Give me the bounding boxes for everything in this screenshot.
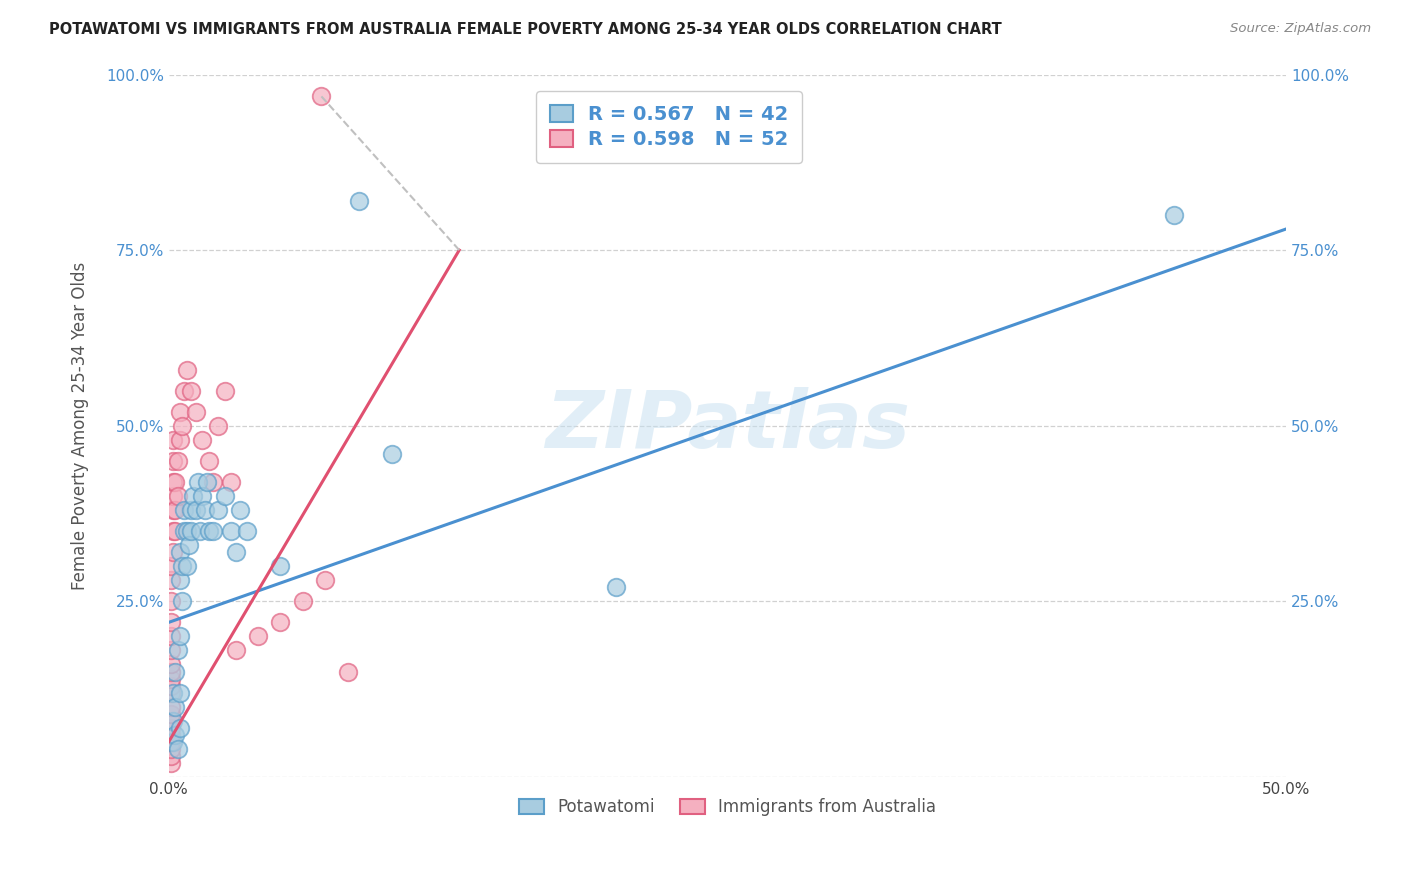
- Point: [176, 559, 198, 574]
- Point: [165, 475, 187, 489]
- Point: [162, 714, 184, 728]
- Point: [247, 629, 270, 643]
- Point: [207, 503, 229, 517]
- Point: [191, 489, 214, 503]
- Point: [166, 643, 188, 657]
- Point: [160, 672, 183, 686]
- Point: [214, 384, 236, 398]
- Point: [225, 643, 247, 657]
- Point: [198, 454, 221, 468]
- Point: [169, 433, 191, 447]
- Point: [162, 489, 184, 503]
- Point: [160, 685, 183, 699]
- Point: [166, 454, 188, 468]
- Point: [381, 447, 404, 461]
- Point: [166, 741, 188, 756]
- Point: [225, 545, 247, 559]
- Legend: Potawatomi, Immigrants from Australia: Potawatomi, Immigrants from Australia: [510, 790, 945, 825]
- Point: [160, 735, 183, 749]
- Point: [169, 721, 191, 735]
- Point: [269, 615, 291, 630]
- Point: [172, 594, 194, 608]
- Point: [221, 475, 243, 489]
- Point: [160, 629, 183, 643]
- Point: [193, 503, 215, 517]
- Point: [180, 384, 202, 398]
- Text: Source: ZipAtlas.com: Source: ZipAtlas.com: [1230, 22, 1371, 36]
- Point: [160, 679, 183, 693]
- Point: [160, 643, 183, 657]
- Point: [183, 489, 205, 503]
- Point: [176, 524, 198, 538]
- Point: [162, 685, 184, 699]
- Point: [165, 728, 187, 742]
- Point: [180, 503, 202, 517]
- Point: [191, 433, 214, 447]
- Point: [269, 559, 291, 574]
- Point: [160, 559, 183, 574]
- Point: [165, 665, 187, 679]
- Point: [162, 503, 184, 517]
- Point: [291, 594, 314, 608]
- Point: [172, 418, 194, 433]
- Point: [160, 728, 183, 742]
- Point: [1163, 208, 1185, 222]
- Point: [169, 573, 191, 587]
- Point: [162, 433, 184, 447]
- Text: POTAWATOMI VS IMMIGRANTS FROM AUSTRALIA FEMALE POVERTY AMONG 25-34 YEAR OLDS COR: POTAWATOMI VS IMMIGRANTS FROM AUSTRALIA …: [49, 22, 1002, 37]
- Point: [314, 573, 336, 587]
- Point: [160, 665, 183, 679]
- Point: [347, 194, 370, 208]
- Point: [309, 88, 332, 103]
- Point: [202, 524, 225, 538]
- Point: [184, 503, 207, 517]
- Point: [160, 594, 183, 608]
- Point: [172, 559, 194, 574]
- Point: [160, 573, 183, 587]
- Point: [173, 384, 195, 398]
- Point: [173, 524, 195, 538]
- Point: [160, 721, 183, 735]
- Point: [236, 524, 259, 538]
- Point: [180, 524, 202, 538]
- Point: [177, 538, 200, 552]
- Point: [169, 545, 191, 559]
- Point: [169, 404, 191, 418]
- Point: [176, 362, 198, 376]
- Point: [160, 748, 183, 763]
- Point: [162, 735, 184, 749]
- Point: [165, 699, 187, 714]
- Point: [160, 714, 183, 728]
- Point: [195, 475, 218, 489]
- Point: [198, 524, 221, 538]
- Point: [162, 545, 184, 559]
- Point: [207, 418, 229, 433]
- Point: [165, 524, 187, 538]
- Point: [169, 685, 191, 699]
- Point: [160, 699, 183, 714]
- Point: [605, 580, 627, 594]
- Y-axis label: Female Poverty Among 25-34 Year Olds: Female Poverty Among 25-34 Year Olds: [72, 261, 89, 590]
- Point: [173, 503, 195, 517]
- Point: [160, 756, 183, 770]
- Point: [188, 524, 211, 538]
- Point: [336, 665, 359, 679]
- Point: [162, 475, 184, 489]
- Point: [169, 629, 191, 643]
- Point: [162, 454, 184, 468]
- Point: [165, 503, 187, 517]
- Point: [160, 657, 183, 672]
- Point: [202, 475, 225, 489]
- Point: [187, 475, 209, 489]
- Point: [184, 404, 207, 418]
- Point: [160, 706, 183, 721]
- Point: [166, 489, 188, 503]
- Point: [229, 503, 252, 517]
- Text: ZIPatlas: ZIPatlas: [546, 387, 910, 465]
- Point: [162, 524, 184, 538]
- Point: [221, 524, 243, 538]
- Point: [214, 489, 236, 503]
- Point: [160, 615, 183, 630]
- Point: [160, 741, 183, 756]
